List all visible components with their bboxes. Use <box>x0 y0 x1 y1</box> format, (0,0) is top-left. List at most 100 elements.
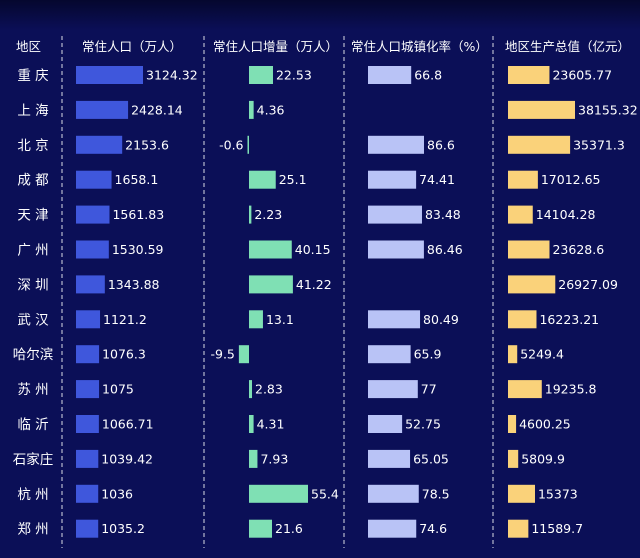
population-value: 1530.59 <box>112 242 164 257</box>
gdp-value: 4600.25 <box>519 417 571 432</box>
urbanization-bar <box>368 519 417 538</box>
population-bar <box>76 380 100 399</box>
city-label: 成 都 <box>17 173 48 189</box>
urbanization-bar <box>368 170 417 189</box>
table-row: 广 州 1530.59 40.15 86.46 23628.6 <box>17 240 604 259</box>
urbanization-bar <box>368 415 403 433</box>
population-value: 1343.88 <box>108 277 160 292</box>
increment-bar <box>249 484 308 503</box>
urbanization-bar <box>368 66 412 84</box>
gdp-value: 17012.65 <box>541 172 601 187</box>
data-rows: 重 庆 3124.32 22.53 66.8 23605.77 上 海 2428.14 4.3… <box>13 66 638 558</box>
increment-value: 4.31 <box>257 417 285 432</box>
top-band <box>0 0 640 30</box>
gdp-bar <box>508 240 550 259</box>
gdp-bar <box>508 100 575 119</box>
gdp-value: 5249.4 <box>520 347 564 362</box>
table-row: 苏 州 1075 2.83 77 19235.8 <box>17 380 597 399</box>
increment-bar <box>249 415 254 433</box>
city-label: 重 庆 <box>17 68 48 84</box>
urbanization-value: 66.8 <box>414 68 442 83</box>
urbanization-value: 52.75 <box>405 417 441 432</box>
increment-value: 4.36 <box>257 102 285 117</box>
urbanization-bar <box>368 449 411 468</box>
urbanization-bar <box>368 345 411 364</box>
population-value: 1075 <box>102 382 134 397</box>
urbanization-bar <box>368 310 421 329</box>
header-increment: 常住人口增量（万人） <box>213 39 338 54</box>
population-value: 1066.71 <box>102 417 154 432</box>
population-bar <box>76 135 123 154</box>
gdp-value: 19235.8 <box>545 382 597 397</box>
increment-bar <box>247 135 249 154</box>
gdp-value: 11589.7 <box>531 521 583 536</box>
table-row: 杭 州 1036 55.4 78.5 15373 <box>17 484 578 503</box>
increment-value: 2.23 <box>254 207 282 222</box>
table-row: 哈尔滨 1076.3 -9.5 65.9 5249.4 <box>13 345 564 364</box>
population-value: 1076.3 <box>102 347 146 362</box>
gdp-bar <box>508 345 518 364</box>
urbanization-value: 65.9 <box>414 347 442 362</box>
urbanization-value: 86.6 <box>427 137 455 152</box>
gdp-value: 5809.9 <box>521 451 565 466</box>
table-row: 北 京 2153.6 -0.6 86.6 35371.3 <box>17 135 625 154</box>
urbanization-value: 83.48 <box>425 207 461 222</box>
header-gdp: 地区生产总值（亿元） <box>505 39 630 54</box>
increment-bar <box>238 345 249 364</box>
table-row: 武 汉 1121.2 13.1 80.49 16223.21 <box>17 310 599 329</box>
gdp-bar <box>508 205 533 224</box>
increment-bar <box>249 275 293 294</box>
population-bar <box>76 449 99 468</box>
table-row: 重 庆 3124.32 22.53 66.8 23605.77 <box>17 66 612 84</box>
city-label: 武 汉 <box>17 312 49 328</box>
increment-value: -9.5 <box>210 347 234 362</box>
urbanization-value: 74.6 <box>419 521 447 536</box>
population-bar <box>76 415 99 433</box>
population-value: 1035.2 <box>101 521 145 536</box>
gdp-bar <box>508 519 529 538</box>
gdp-value: 15373 <box>538 486 578 501</box>
urbanization-bar <box>368 484 419 503</box>
gdp-value: 23605.77 <box>552 68 612 83</box>
increment-value: 21.6 <box>275 521 303 536</box>
city-label: 哈尔滨 <box>13 347 54 363</box>
city-label: 临 沂 <box>17 417 48 433</box>
gdp-bar <box>508 415 517 433</box>
increment-bar <box>249 66 273 84</box>
increment-bar <box>249 170 276 189</box>
population-bar <box>76 240 109 259</box>
column-separators <box>61 36 494 558</box>
increment-value: -0.6 <box>219 137 243 152</box>
table-row: 临 沂 1066.71 4.31 52.75 4600.25 <box>17 415 571 433</box>
table-row: 石家庄 1039.42 7.93 65.05 5809.9 <box>13 449 565 468</box>
city-label: 北 京 <box>17 138 48 154</box>
urbanization-value: 86.46 <box>427 242 463 257</box>
header-row: 地区 常住人口（万人） 常住人口增量（万人） 常住人口城镇化率（%） 地区生产总… <box>16 39 630 54</box>
increment-bar <box>249 205 252 224</box>
increment-value: 25.1 <box>279 172 307 187</box>
population-bar <box>76 345 100 364</box>
table-row: 天 津 1561.83 2.23 83.48 14104.28 <box>17 205 595 224</box>
urbanization-value: 78.5 <box>422 486 450 501</box>
increment-bar <box>249 449 258 468</box>
population-value: 1658.1 <box>115 172 159 187</box>
urbanization-bar <box>368 240 424 259</box>
population-bar <box>76 310 101 329</box>
increment-bar <box>249 240 292 259</box>
increment-bar <box>249 310 263 329</box>
urbanization-value: 80.49 <box>423 312 459 327</box>
city-label: 上 海 <box>17 103 48 119</box>
gdp-bar <box>508 135 571 154</box>
population-value: 1036 <box>101 486 133 501</box>
header-urbanization: 常住人口城镇化率（%） <box>351 39 488 54</box>
increment-bar <box>249 519 273 538</box>
city-label: 苏 州 <box>17 382 48 398</box>
increment-value: 41.22 <box>296 277 332 292</box>
table-row: 成 都 1658.1 25.1 74.41 17012.65 <box>17 170 601 189</box>
city-label: 郑 州 <box>17 522 48 538</box>
gdp-value: 38155.32 <box>578 102 638 117</box>
increment-value: 2.83 <box>255 382 283 397</box>
gdp-bar <box>508 275 556 294</box>
population-bar <box>76 484 99 503</box>
